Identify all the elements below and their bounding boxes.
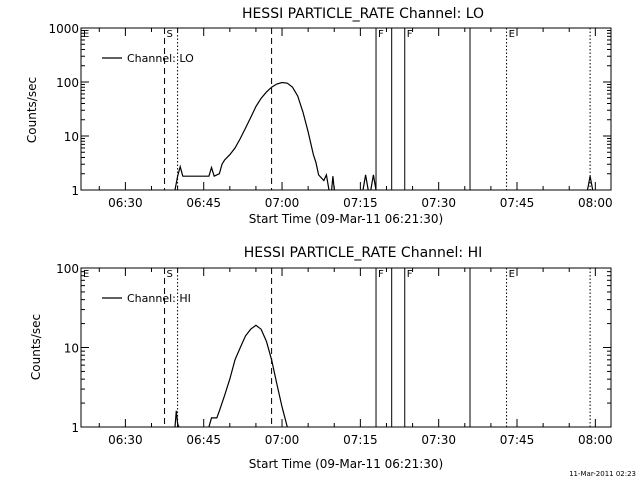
event-marker-label-lo: F [407, 29, 413, 40]
chart-panel-hi: HESSI PARTICLE_RATE Channel: HI Start Ti… [29, 245, 613, 471]
event-marker-label-hi: E [83, 269, 89, 280]
x-tick-label-hi: 07:45 [500, 433, 535, 447]
x-axis-label-hi: Start Time (09-Mar-11 06:21:30) [249, 457, 443, 471]
chart-title-lo: HESSI PARTICLE_RATE Channel: LO [242, 6, 484, 22]
legend-label-hi: Channel: HI [127, 292, 191, 305]
y-tick-label-hi: 100 [56, 262, 79, 276]
x-tick-label-hi: 07:00 [265, 433, 300, 447]
event-marker-label-hi: E [509, 269, 515, 280]
y-axis-label-lo: Counts/sec [25, 77, 39, 143]
x-tick-label-lo: 07:30 [421, 196, 456, 210]
event-marker-label-lo: E [83, 29, 89, 40]
x-axis-label-lo: Start Time (09-Mar-11 06:21:30) [249, 212, 443, 226]
series-line-lo [174, 81, 330, 191]
y-tick-label-lo: 1 [71, 184, 79, 198]
y-tick-label-lo: 100 [56, 76, 79, 90]
series-line-hi [174, 410, 180, 428]
x-tick-label-lo: 07:00 [265, 196, 300, 210]
chart-title-hi: HESSI PARTICLE_RATE Channel: HI [244, 245, 482, 261]
legend-label-lo: Channel: LO [127, 52, 194, 65]
x-tick-label-lo: 06:45 [186, 196, 221, 210]
x-tick-label-hi: 06:30 [108, 433, 143, 447]
y-axis-label-hi: Counts/sec [29, 314, 43, 380]
x-tick-label-lo: 07:45 [500, 196, 535, 210]
event-marker-label-lo: F [378, 29, 384, 40]
event-marker-label-lo: S [167, 29, 173, 40]
chart-panel-lo: HESSI PARTICLE_RATE Channel: LO Start Ti… [25, 6, 613, 226]
event-marker-label-hi: F [407, 269, 413, 280]
series-line-lo [370, 174, 377, 191]
event-marker-label-lo: E [509, 29, 515, 40]
x-tick-label-lo: 08:00 [578, 196, 613, 210]
y-tick-label-lo: 10 [64, 130, 79, 144]
x-tick-label-hi: 07:15 [343, 433, 378, 447]
x-tick-label-lo: 07:15 [343, 196, 378, 210]
event-marker-label-hi: F [378, 269, 384, 280]
x-tick-label-lo: 06:30 [108, 196, 143, 210]
x-tick-label-hi: 08:00 [578, 433, 613, 447]
x-tick-label-hi: 06:45 [186, 433, 221, 447]
footer-timestamp: 11-Mar-2011 02:23 [569, 470, 636, 478]
y-tick-label-hi: 1 [71, 421, 79, 435]
series-line-lo [362, 174, 369, 191]
y-tick-label-hi: 10 [64, 342, 79, 356]
series-line-hi [208, 324, 288, 428]
event-marker-label-hi: S [167, 269, 173, 280]
series-line-lo [586, 176, 594, 191]
x-tick-label-hi: 07:30 [421, 433, 456, 447]
series-line-lo [331, 176, 335, 191]
y-tick-label-lo: 1000 [48, 22, 79, 36]
